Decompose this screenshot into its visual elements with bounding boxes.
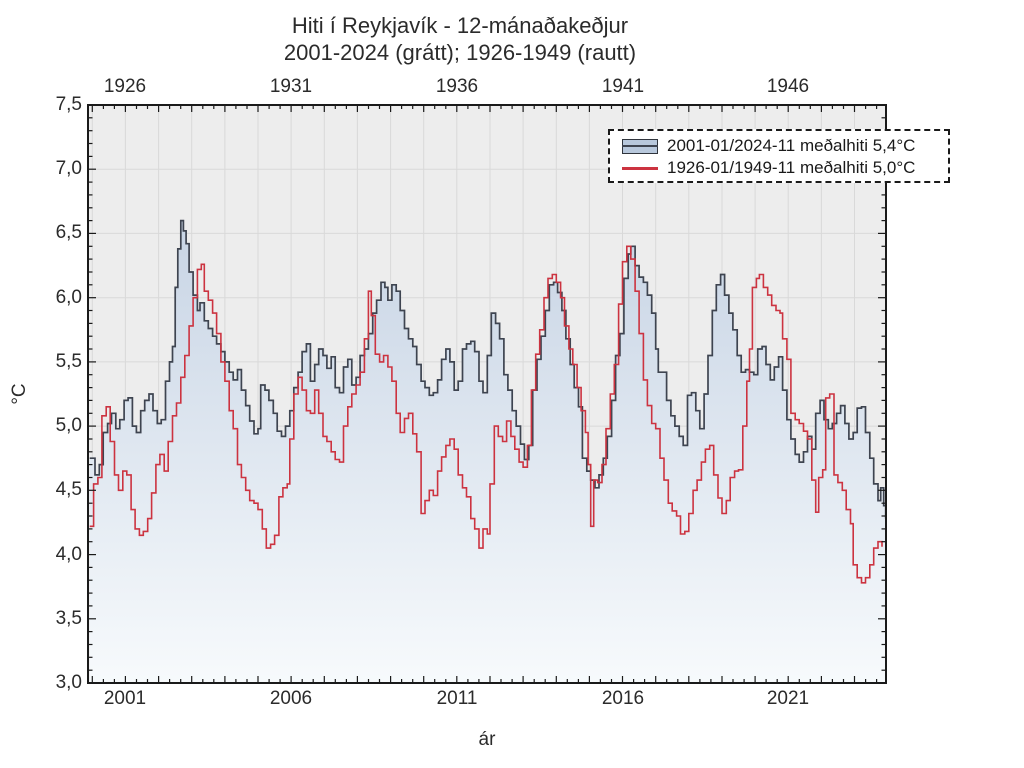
x-top-tick-label: 1946: [766, 76, 810, 97]
y-tick-label: 7,5: [55, 94, 82, 115]
y-tick-label: 5,0: [55, 415, 82, 436]
x-bottom-tick-label: 2011: [436, 688, 478, 709]
y-tick-label: 6,5: [55, 222, 82, 243]
x-axis-label: ár: [478, 729, 496, 750]
gray-line-swatch-icon: [622, 145, 658, 147]
x-bottom-tick-label: 2001: [103, 688, 147, 709]
x-bottom-tick-label: 2016: [601, 688, 645, 709]
legend-box: 2001-01/2024-11 meðalhiti 5,4°C 1926-01/…: [608, 129, 950, 183]
y-tick-label: 4,0: [55, 544, 82, 565]
y-tick-label: 4,5: [55, 479, 82, 500]
legend-label: 2001-01/2024-11 meðalhiti 5,4°C: [667, 136, 916, 155]
chart-title: Hiti í Reykjavík - 12-mánaðakeðjur 2001-…: [0, 12, 920, 66]
y-tick-label: 3,5: [55, 608, 82, 629]
y-tick-label: 7,0: [55, 158, 82, 179]
x-top-tick-label: 1931: [269, 76, 313, 97]
plot-frame: [87, 104, 887, 684]
legend-item-2001-2024: 2001-01/2024-11 meðalhiti 5,4°C: [622, 135, 948, 157]
x-bottom-tick-label: 2006: [269, 688, 313, 709]
x-top-tick-label: 1926: [103, 76, 147, 97]
legend-item-1926-1949: 1926-01/1949-11 meðalhiti 5,0°C: [622, 157, 948, 179]
x-top-tick-label: 1941: [601, 76, 645, 97]
chart-title-line1: Hiti í Reykjavík - 12-mánaðakeðjur: [291, 13, 629, 38]
y-tick-label: 6,0: [55, 287, 82, 308]
x-top-tick-label: 1936: [435, 76, 479, 97]
x-bottom-tick-label: 2021: [766, 688, 810, 709]
legend-label: 1926-01/1949-11 meðalhiti 5,0°C: [667, 158, 916, 177]
gray-area-swatch-icon: [622, 138, 658, 154]
gray-series-area-fill: [89, 220, 886, 683]
y-tick-label: 3,0: [55, 672, 82, 693]
red-series-line: [89, 245, 883, 584]
chart-title-line2: 2001-2024 (grátt); 1926-1949 (rautt): [283, 40, 637, 65]
y-axis-label: °C: [9, 383, 30, 405]
gray-series-line: [89, 219, 887, 519]
red-line-swatch-icon: [622, 166, 658, 170]
y-tick-label: 5,5: [55, 351, 82, 372]
